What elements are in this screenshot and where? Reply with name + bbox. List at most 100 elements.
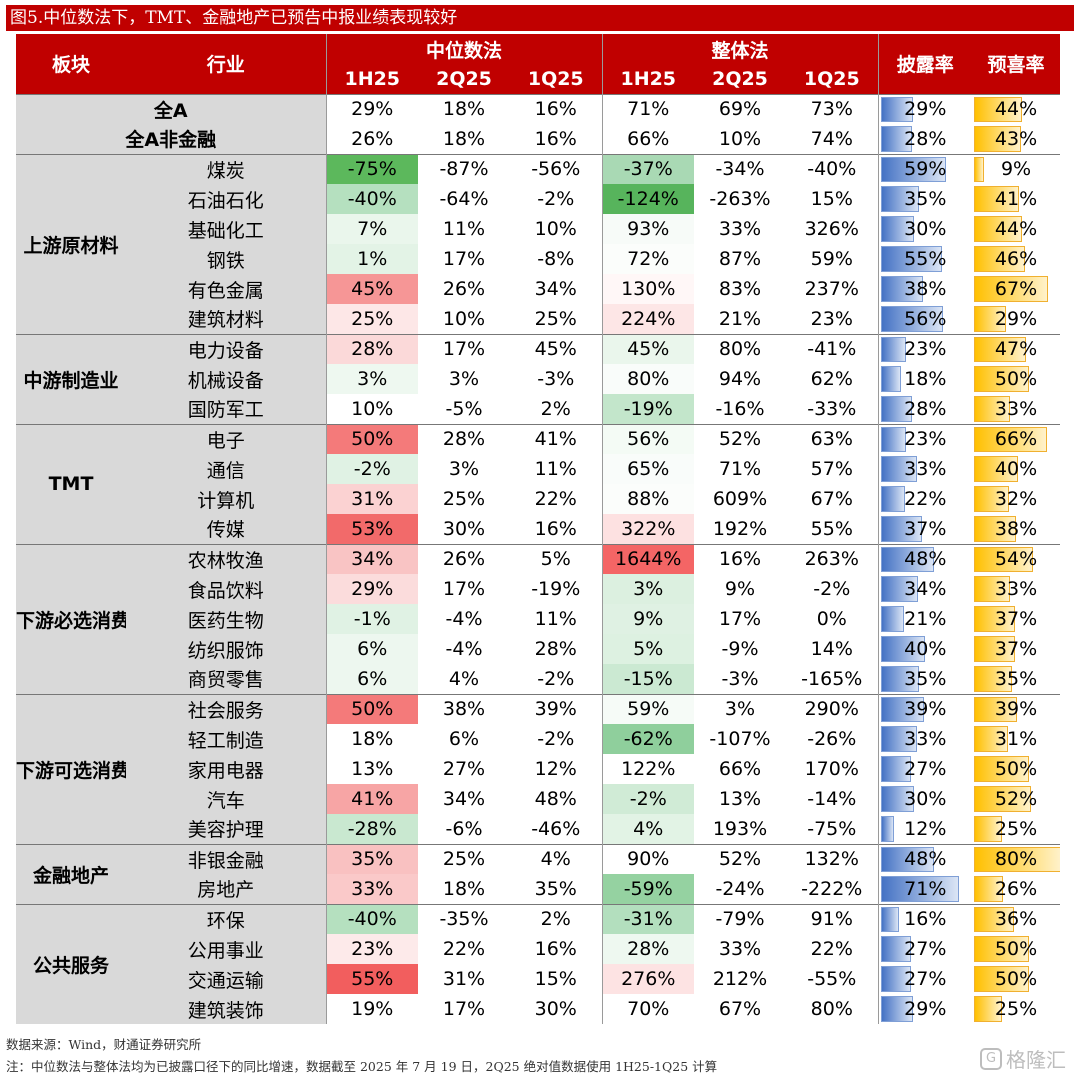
median-1q25-cell: 41% bbox=[510, 423, 602, 454]
disclosure-bar bbox=[880, 366, 901, 392]
disclosure-bar bbox=[880, 156, 946, 182]
table-row: 交通运输 55% 31% 15% 276% 212% -55% 27% 50% bbox=[16, 964, 1060, 994]
positive-rate-cell: 44% bbox=[972, 93, 1061, 124]
overall-2q25-cell: -16% bbox=[715, 397, 765, 420]
watermark-text: 格隆汇 bbox=[1006, 1048, 1066, 1072]
disclosure-bar bbox=[880, 606, 904, 632]
disclosure-rate-cell-text: 35% bbox=[904, 667, 947, 690]
overall-1q25-cell: 15% bbox=[810, 188, 853, 210]
segment-label: 金融地产 bbox=[16, 843, 126, 904]
industry-label: 建筑装饰 bbox=[126, 994, 326, 1024]
median-2q25-cell: 18% bbox=[442, 877, 486, 900]
header-overall-1q25: 1Q25 bbox=[786, 64, 879, 94]
overall-1q25-cell: -41% bbox=[786, 333, 879, 364]
overall-2q25-cell: 66% bbox=[718, 758, 762, 780]
overall-1q25-cell: 59% bbox=[810, 248, 853, 270]
median-1q25-cell: 2% bbox=[540, 397, 571, 420]
disclosure-bar bbox=[880, 726, 917, 752]
disclosure-bar bbox=[880, 456, 917, 482]
overall-1q25-cell: 290% bbox=[786, 693, 879, 724]
table-row: 纺织服饰 6% -4% 28% 5% -9% 14% 40% 37% bbox=[16, 634, 1060, 664]
overall-2q25-cell: 52% bbox=[694, 843, 786, 874]
positive-bar bbox=[974, 186, 1020, 212]
disclosure-rate-cell: 38% bbox=[877, 274, 973, 304]
median-2q25-cell: 18% bbox=[418, 93, 510, 124]
table-row: 计算机 31% 25% 22% 88% 609% 67% 22% 32% bbox=[16, 484, 1060, 514]
disclosure-rate-cell-text: 30% bbox=[904, 218, 947, 240]
positive-bar bbox=[974, 636, 1016, 662]
positive-rate-cell-text: 67% bbox=[994, 278, 1038, 300]
median-1h25-cell: -2% bbox=[325, 454, 418, 484]
positive-bar bbox=[974, 906, 1015, 932]
median-2q25-cell: -64% bbox=[439, 188, 489, 210]
median-1h25-cell: -40% bbox=[325, 184, 418, 214]
table-row: 国防军工 10% -5% 2% -19% -16% -33% 28% 33% bbox=[16, 394, 1060, 424]
industry-label: 传媒 bbox=[126, 514, 326, 544]
overall-1h25-cell: 322% bbox=[601, 514, 694, 544]
median-2q25-cell: -4% bbox=[445, 608, 483, 630]
positive-rate-cell-text: 37% bbox=[994, 608, 1038, 630]
overall-1q25-cell: 132% bbox=[786, 843, 879, 874]
disclosure-rate-cell: 22% bbox=[877, 484, 973, 514]
positive-rate-cell-text: 33% bbox=[994, 578, 1038, 600]
table-row: 全A 29% 18% 16% 71% 69% 73% 29% 44% bbox=[16, 93, 1061, 124]
overall-2q25-cell: 21% bbox=[718, 307, 762, 330]
overall-1h25-cell: -15% bbox=[601, 664, 694, 694]
overall-2q25-cell: -263% bbox=[709, 188, 771, 210]
header-industry: 行业 bbox=[126, 34, 326, 94]
positive-rate-cell-text: 41% bbox=[994, 188, 1038, 210]
median-2q25-cell: -35% bbox=[418, 903, 510, 934]
overall-2q25-cell: 69% bbox=[694, 93, 786, 124]
median-1q25-cell: 25% bbox=[534, 307, 577, 330]
positive-rate-cell: 33% bbox=[972, 394, 1060, 424]
industry-label: 计算机 bbox=[126, 484, 326, 514]
positive-bar bbox=[974, 576, 1011, 602]
median-1h25-cell: 6% bbox=[325, 664, 418, 694]
positive-rate-cell: 31% bbox=[972, 724, 1060, 754]
median-2q25-cell: 11% bbox=[442, 218, 486, 240]
table-row: 房地产 33% 18% 35% -59% -24% -222% 71% 26% bbox=[16, 874, 1060, 904]
disclosure-rate-cell: 27% bbox=[877, 964, 973, 994]
overall-1q25-cell: -14% bbox=[807, 788, 857, 810]
disclosure-bar bbox=[880, 126, 912, 152]
positive-rate-cell: 43% bbox=[972, 124, 1060, 154]
disclosure-rate-cell-text: 56% bbox=[904, 307, 947, 330]
disclosure-rate-cell: 30% bbox=[877, 214, 973, 244]
earnings-forecast-table: 板块 行业 中位数法 整体法 披露率 预喜率 1H25 2Q25 1Q25 1H… bbox=[16, 34, 1061, 1024]
positive-rate-cell-text: 54% bbox=[994, 548, 1038, 571]
positive-bar bbox=[974, 816, 1003, 842]
table-row: 有色金属 45% 26% 34% 130% 83% 237% 38% 67% bbox=[16, 274, 1060, 304]
positive-rate-cell: 46% bbox=[972, 244, 1060, 274]
median-2q25-cell: 25% bbox=[442, 488, 486, 510]
median-2q25-cell: 4% bbox=[448, 667, 480, 690]
median-1h25-cell: 41% bbox=[325, 784, 418, 814]
positive-rate-cell-text: 50% bbox=[994, 938, 1038, 960]
positive-rate-cell-text: 31% bbox=[994, 728, 1038, 750]
overall-1h25-cell: 59% bbox=[601, 693, 694, 724]
median-1h25-cell: 6% bbox=[325, 634, 418, 664]
disclosure-bar bbox=[880, 426, 906, 452]
positive-rate-cell-text: 46% bbox=[994, 248, 1038, 270]
disclosure-rate-cell-text: 48% bbox=[904, 548, 947, 571]
positive-rate-cell: 40% bbox=[972, 454, 1060, 484]
positive-bar bbox=[974, 516, 1017, 542]
positive-bar bbox=[974, 756, 1030, 782]
disclosure-rate-cell: 55% bbox=[877, 244, 973, 274]
overall-2q25-cell: 17% bbox=[718, 608, 762, 630]
disclosure-rate-cell-text: 28% bbox=[904, 397, 947, 420]
positive-rate-cell: 52% bbox=[972, 784, 1060, 814]
table-row: 家用电器 13% 27% 12% 122% 66% 170% 27% 50% bbox=[16, 754, 1060, 784]
median-2q25-cell: 26% bbox=[442, 278, 486, 300]
positive-rate-cell-text: 38% bbox=[994, 517, 1038, 540]
overall-1q25-cell: 62% bbox=[810, 368, 853, 390]
table-row: 美容护理 -28% -6% -46% 4% 193% -75% 12% 25% bbox=[16, 814, 1060, 844]
disclosure-rate-cell-text: 37% bbox=[904, 517, 947, 540]
disclosure-rate-cell-text: 12% bbox=[904, 817, 947, 840]
median-1q25-cell: 34% bbox=[534, 278, 577, 300]
overall-1q25-cell: 263% bbox=[786, 543, 879, 574]
disclosure-rate-cell: 37% bbox=[877, 514, 973, 544]
positive-rate-cell: 29% bbox=[972, 304, 1060, 334]
median-1q25-cell: 16% bbox=[534, 127, 577, 150]
industry-label: 食品饮料 bbox=[126, 574, 326, 604]
median-1q25-cell: 11% bbox=[534, 608, 577, 630]
